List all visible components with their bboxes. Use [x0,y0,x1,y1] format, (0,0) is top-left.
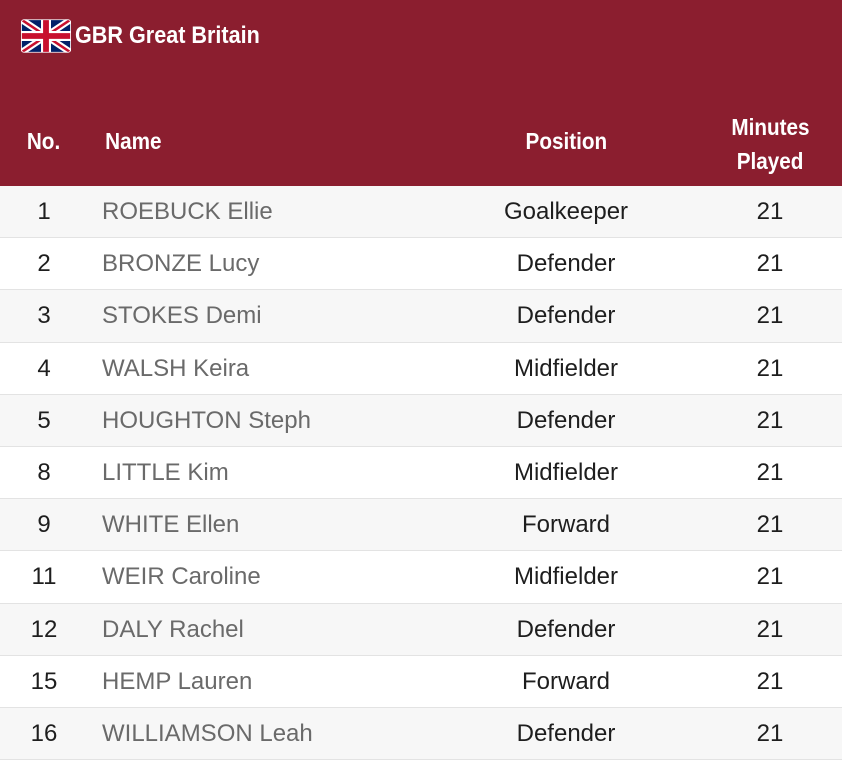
player-minutes: 21 [756,511,784,539]
team-header: GBR Great Britain No. Name Position Minu… [0,0,842,186]
table-row: 3 STOKES Demi Defender 21 [0,290,842,343]
table-row: 12 DALY Rachel Defender 21 [0,603,842,656]
player-minutes: 21 [756,719,784,747]
player-position: Defender [516,615,616,643]
player-minutes: 21 [756,198,784,225]
player-number: 12 [30,615,58,643]
column-header-name: Name [105,128,162,154]
table-row: 8 LITTLE Kim Midfielder 21 [0,446,842,500]
table-row: 9 WHITE Ellen Forward 21 [0,499,842,552]
player-name: HOUGHTON Steph [102,406,311,434]
player-position: Forward [521,511,611,539]
player-position: Forward [521,667,611,695]
table-row: 15 HEMP Lauren Forward 21 [0,655,842,708]
player-number: 8 [37,458,51,486]
player-minutes: 21 [756,354,784,382]
player-name: WILLIAMSON Leah [102,719,313,747]
table-row: 4 WALSH Keira Midfielder 21 [0,342,842,395]
player-name: ROEBUCK Ellie [102,198,273,225]
player-number: 11 [31,563,57,591]
player-number: 1 [37,198,51,225]
player-number: 2 [37,250,51,278]
player-minutes: 21 [756,458,784,486]
player-number: 3 [37,302,51,330]
player-name: LITTLE Kim [102,458,229,486]
player-number: 5 [37,406,51,434]
table-row: 2 BRONZE Lucy Defender 21 [0,238,842,291]
player-minutes: 21 [756,250,784,278]
player-position: Midfielder [513,563,619,591]
table-row: 5 HOUGHTON Steph Defender 21 [0,394,842,447]
player-name: STOKES Demi [102,302,262,330]
player-name: WALSH Keira [102,354,250,382]
player-number: 15 [30,667,58,695]
player-table-body: 1 ROEBUCK Ellie Goalkeeper 21 2 BRONZE Lucy De… [0,186,842,761]
player-minutes: 21 [756,615,784,643]
column-header-minutes-played: Minutes Played [730,114,810,174]
player-minutes: 21 [756,302,784,330]
player-number: 16 [30,719,58,747]
player-position: Goalkeeper [503,198,629,225]
player-minutes: 21 [756,563,784,591]
column-header-position: Position [525,128,607,154]
player-position: Defender [516,406,616,434]
table-row: 16 WILLIAMSON Leah Defender 21 [0,707,842,761]
player-name: HEMP Lauren [102,667,253,695]
uk-flag-icon [21,19,71,53]
team-title: GBR Great Britain [21,18,280,54]
player-name: WHITE Ellen [102,511,240,539]
player-name: BRONZE Lucy [102,250,260,278]
column-header-no: No. [26,128,61,154]
player-number: 9 [37,511,51,539]
player-minutes: 21 [756,406,784,434]
player-minutes: 21 [756,667,784,695]
team-name: GBR Great Britain [75,22,260,49]
table-row: 11 WEIR Caroline Midfielder 21 [0,551,842,604]
player-position: Defender [516,250,616,278]
player-position: Defender [516,719,616,747]
player-name: DALY Rachel [102,615,244,643]
player-position: Defender [516,302,616,330]
table-row: 1 ROEBUCK Ellie Goalkeeper 21 [0,186,842,239]
player-position: Midfielder [513,354,619,382]
player-number: 4 [37,354,51,382]
player-position: Midfielder [513,458,619,486]
player-name: WEIR Caroline [102,563,261,591]
